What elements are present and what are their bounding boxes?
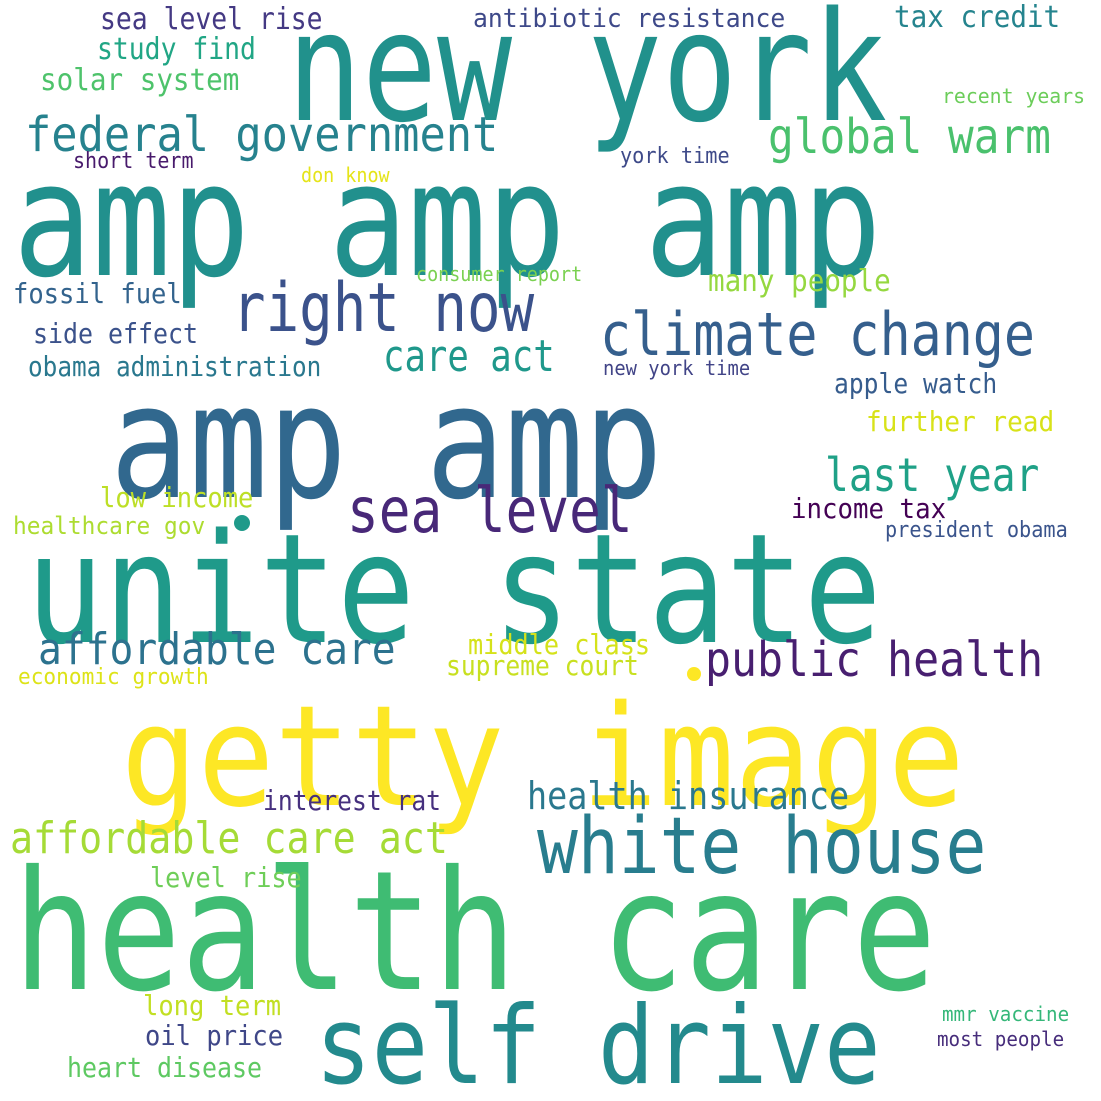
- word-unite-state: unite state: [26, 501, 882, 678]
- word-sea-level: sea level: [347, 474, 633, 547]
- word-level-rise: level rise: [150, 861, 302, 894]
- word-president-obama: president obama: [885, 518, 1068, 543]
- word-dot: [234, 515, 250, 531]
- word-solar-system: solar system: [40, 63, 240, 98]
- word-white-house: white house: [537, 802, 987, 892]
- word-economic-growth: economic growth: [18, 665, 209, 690]
- word-public-health: public health: [705, 632, 1044, 688]
- word-last-year: last year: [825, 448, 1040, 502]
- word-new-york-time: new york time: [603, 356, 751, 380]
- word-care-act: care act: [383, 331, 555, 382]
- word-amp-amp: amp amp: [110, 351, 663, 535]
- word-climate-change: climate change: [600, 300, 1035, 370]
- word-heart-disease: heart disease: [67, 1051, 263, 1084]
- word-most-people: most people: [937, 1027, 1065, 1051]
- word-healthcare-gov: healthcare gov: [13, 512, 206, 540]
- word-interest-rat: interest rat: [263, 784, 442, 817]
- word-recent-years: recent years: [942, 84, 1086, 108]
- word-supreme-court: supreme court: [446, 649, 639, 682]
- word-middle-class: middle class: [468, 628, 651, 661]
- word-affordable-care-act: affordable care act: [10, 813, 448, 864]
- word-getty-image: getty image: [121, 676, 965, 839]
- word-affordable-care: affordable care: [38, 624, 396, 675]
- word-low-income: low income: [100, 481, 254, 514]
- word-further-read: further read: [866, 405, 1055, 438]
- word-right-now: right now: [232, 269, 535, 348]
- word-mmr-vaccine: mmr vaccine: [942, 1002, 1070, 1026]
- word-consumer-report: consumer report: [416, 262, 583, 286]
- word-york-time: york time: [620, 144, 730, 169]
- word-side-effect: side effect: [33, 317, 199, 350]
- word-global-warm: global warm: [768, 109, 1051, 165]
- word-self-drive: self drive: [315, 984, 881, 1101]
- word-dot: [687, 667, 701, 681]
- word-short-term: short term: [73, 149, 194, 174]
- word-fossil-fuel: fossil fuel: [13, 277, 182, 310]
- word-health-insurance: health insurance: [527, 774, 850, 818]
- word-apple-watch: apple watch: [834, 367, 998, 400]
- word-obama-administration: obama administration: [28, 350, 322, 383]
- word-new-york: new york: [287, 0, 888, 156]
- word-antibiotic-resistance: antibiotic resistance: [473, 4, 786, 34]
- word-many-people: many people: [708, 264, 891, 299]
- word-oil-price: oil price: [145, 1019, 284, 1052]
- word-health-care: health care: [13, 836, 937, 1029]
- word-federal-government: federal government: [25, 107, 499, 163]
- word-sea-level-rise: sea level rise: [100, 2, 323, 37]
- word-don-know: don know: [301, 163, 390, 187]
- word-tax-credit: tax credit: [894, 0, 1061, 35]
- word-amp-amp-amp: amp amp amp: [13, 129, 882, 313]
- word-long-term: long term: [143, 989, 282, 1022]
- word-income-tax: income tax: [791, 492, 947, 525]
- word-study-find: study find: [97, 32, 256, 67]
